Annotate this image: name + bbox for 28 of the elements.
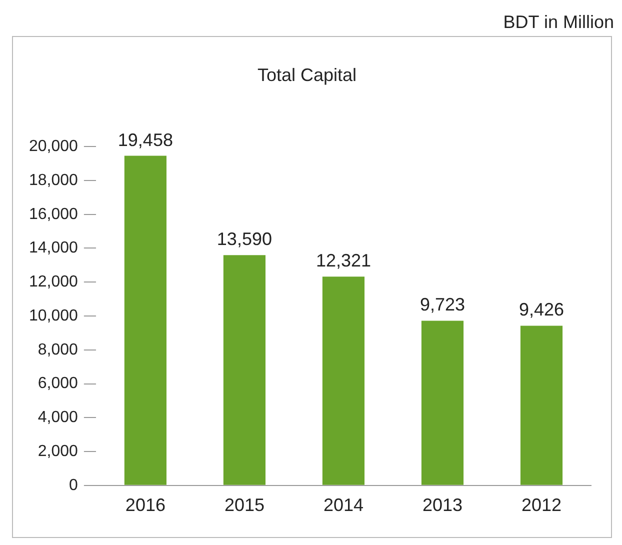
x-tick-label: 2016 — [125, 495, 166, 516]
x-tick-label: 2015 — [224, 495, 264, 516]
x-tick-label: 2013 — [422, 495, 463, 516]
data-label: 19,458 — [118, 130, 173, 150]
y-tick-label: 0 — [69, 476, 78, 494]
y-tick-label: 6,000 — [38, 375, 78, 392]
text: BDT in Million — [503, 12, 614, 33]
y-tick-label: 4,000 — [38, 409, 78, 426]
y-tick-label: 20,000 — [29, 138, 78, 156]
y-tick-label: 10,000 — [29, 307, 78, 324]
bar — [520, 326, 563, 485]
y-tick-label: 8,000 — [38, 341, 78, 358]
chart-title: Total Capital — [257, 64, 357, 85]
y-tick-label: 16,000 — [29, 206, 78, 223]
y-tick-label: 18,000 — [29, 172, 78, 189]
data-label: 9,426 — [518, 300, 564, 320]
x-tick-label: 2012 — [521, 495, 562, 516]
bar — [223, 255, 266, 485]
data-label: 13,590 — [216, 229, 272, 250]
data-label: 12,321 — [316, 250, 371, 271]
y-tick-label: 2,000 — [38, 442, 78, 460]
y-tick-label: 14,000 — [29, 240, 78, 257]
bar — [322, 276, 365, 485]
x-tick-label: 2014 — [323, 495, 364, 516]
y-tick-label: 12,000 — [29, 274, 78, 291]
bar — [421, 320, 464, 485]
data-label: 9,723 — [420, 294, 466, 315]
bar — [124, 156, 166, 485]
